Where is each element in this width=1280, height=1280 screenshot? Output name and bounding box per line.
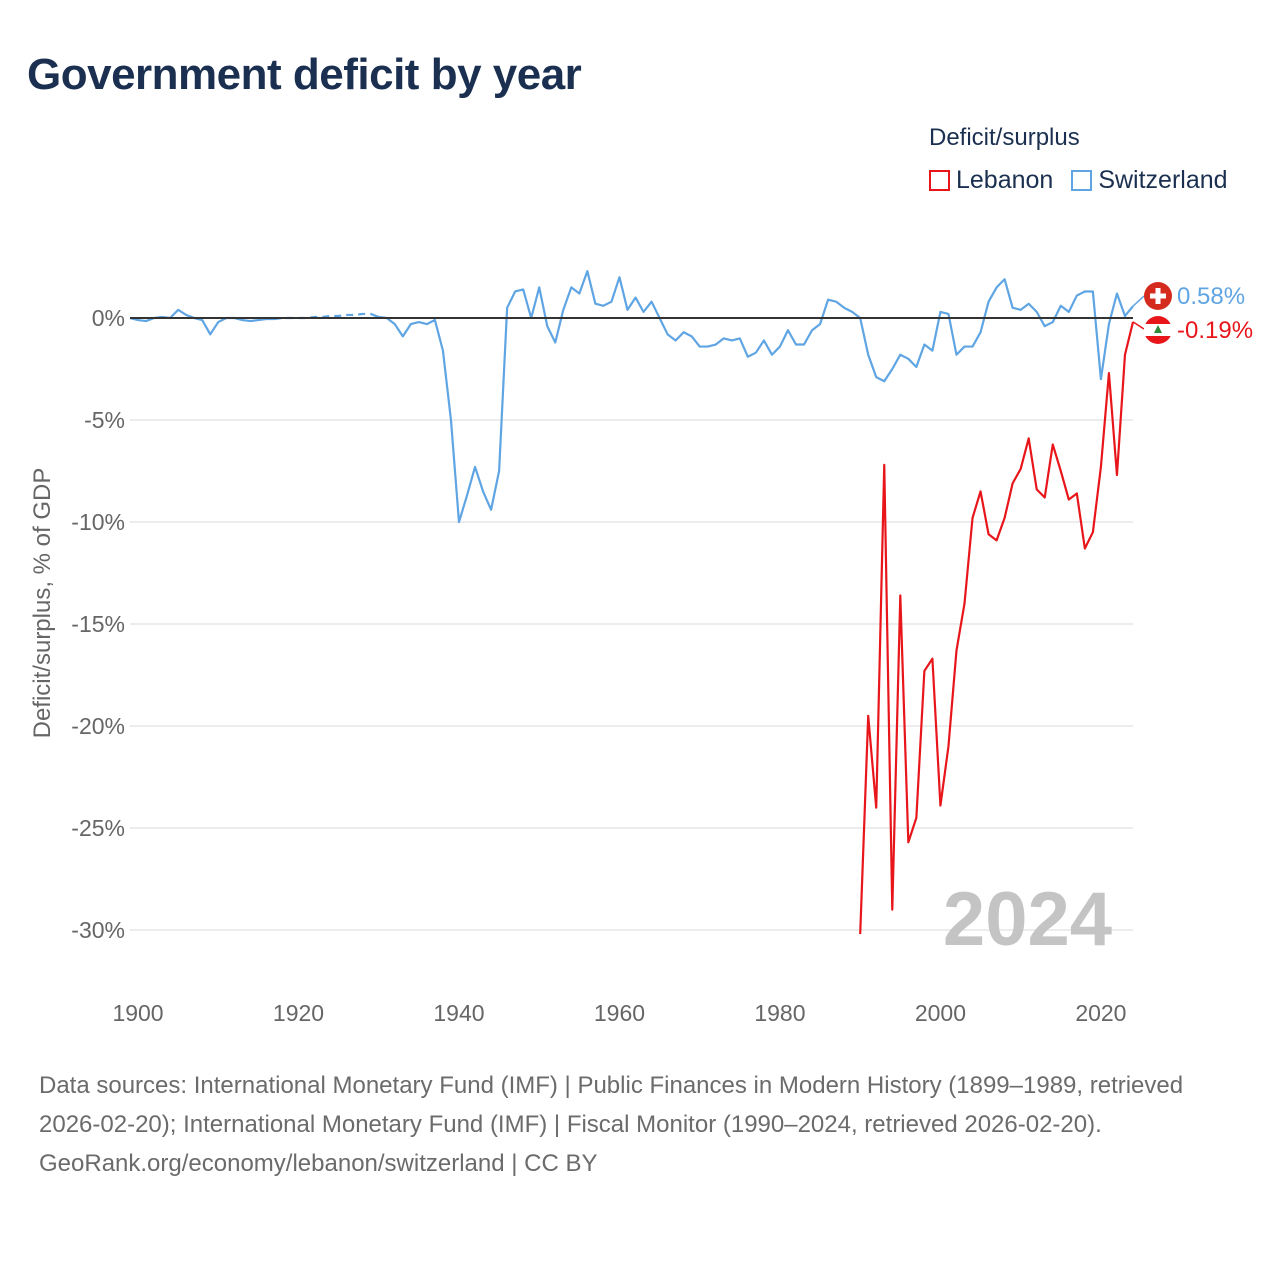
legend-item-lebanon[interactable]: Lebanon [929, 166, 1053, 195]
value-label-switzerland: 0.58% [1177, 283, 1245, 310]
x-tick-label: 1920 [273, 1000, 324, 1026]
series-lines [129, 269, 1135, 935]
x-tick-label: 1960 [594, 1000, 645, 1026]
y-axis-ticks: 0% -5% -10% -15% -20% -25% -30% [71, 305, 125, 943]
series-line-lebanon [859, 321, 1135, 935]
x-tick-label: 1940 [433, 1000, 484, 1026]
y-tick-label: -20% [71, 713, 125, 739]
y-tick-label: -10% [71, 509, 125, 535]
x-axis-ticks: 1900 1920 1940 1960 1980 2000 2020 [112, 1000, 1126, 1026]
connector-lebanon [1132, 321, 1145, 330]
chart-title: Government deficit by year [27, 50, 582, 99]
end-markers: 0.58% -0.19% [1132, 282, 1253, 344]
lebanon-flag-icon [1144, 316, 1172, 344]
data-sources: Data sources: International Monetary Fun… [39, 1072, 1184, 1138]
x-tick-label: 1900 [112, 1000, 163, 1026]
legend-title: Deficit/surplus [929, 124, 1080, 151]
x-tick-label: 1980 [754, 1000, 805, 1026]
legend-swatch-lebanon [929, 170, 950, 191]
footer: Data sources: International Monetary Fun… [39, 1066, 1239, 1183]
y-tick-label: -30% [71, 917, 125, 943]
flag-red-bottom [1144, 336, 1172, 344]
legend: Lebanon Switzerland [929, 166, 1246, 195]
y-tick-label: 0% [92, 305, 125, 331]
series-line-switzerland [129, 308, 275, 336]
flag-cedar [1154, 325, 1162, 333]
legend-label-switzerland: Switzerland [1098, 166, 1228, 194]
legend-label-lebanon: Lebanon [956, 166, 1054, 194]
switzerland-flag-icon [1144, 282, 1172, 310]
gridlines [130, 419, 1133, 931]
year-watermark: 2024 [943, 877, 1112, 962]
legend-item-switzerland[interactable]: Switzerland [1071, 166, 1228, 195]
y-tick-label: -5% [84, 407, 125, 433]
flag-cross-h [1150, 293, 1166, 299]
flag-red-top [1144, 316, 1172, 324]
credit-link[interactable]: GeoRank.org/economy/lebanon/switzerland … [39, 1150, 598, 1177]
value-label-lebanon: -0.19% [1177, 317, 1253, 344]
x-tick-label: 2020 [1075, 1000, 1126, 1026]
connector-switzerland [1132, 295, 1145, 307]
line-chart: 0%-5%-10%-15%-20%-25%-30% 1900 1920 1940 19… [29, 269, 1253, 1026]
y-axis-label: Deficit/surplus, % of GDP [29, 468, 56, 739]
y-tick-label: -15% [71, 611, 125, 637]
series-line-switzerland [370, 269, 1134, 524]
x-tick-label: 2000 [915, 1000, 966, 1026]
y-tick-label: -25% [71, 815, 125, 841]
legend-swatch-switzerland [1071, 170, 1093, 191]
